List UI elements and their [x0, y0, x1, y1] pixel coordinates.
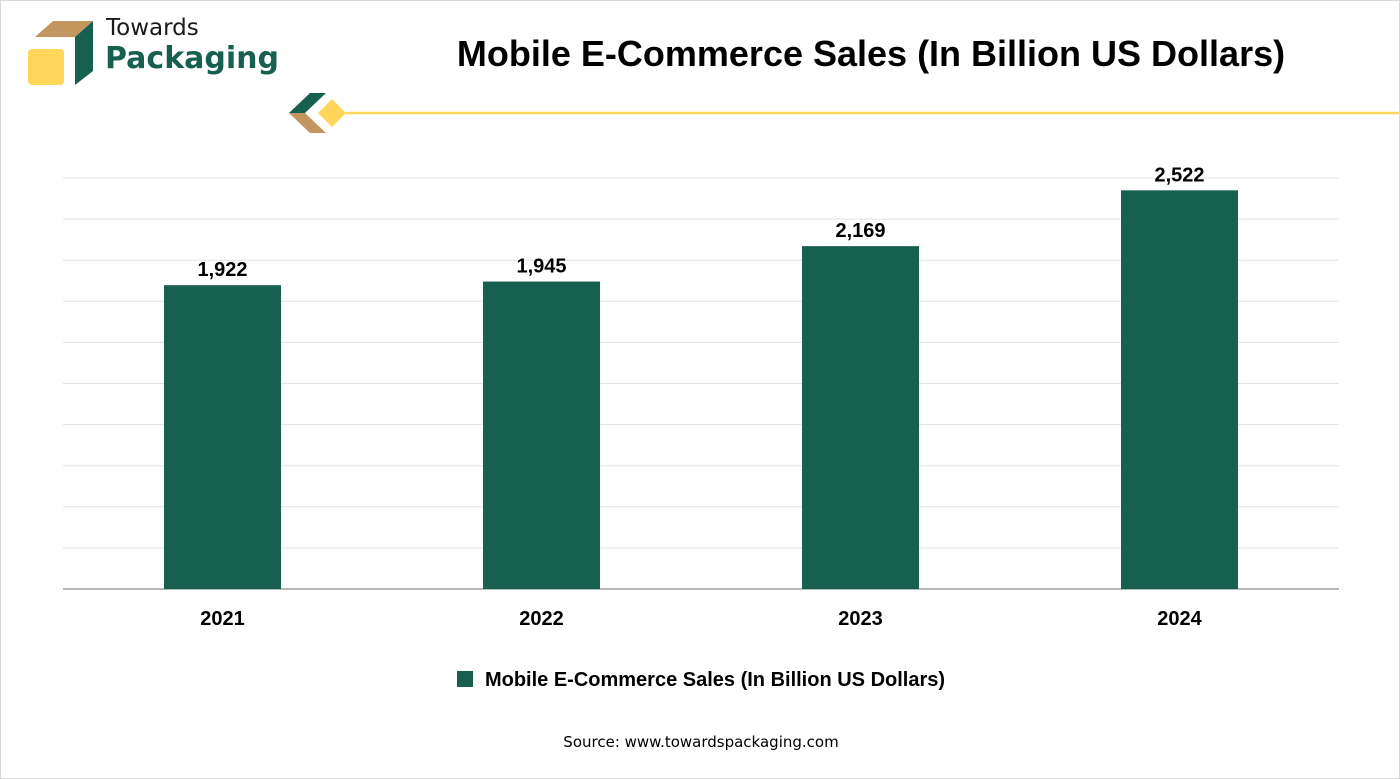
data-label-2022: 1,945 — [516, 256, 566, 278]
bar-2023 — [802, 246, 919, 589]
data-label-2023: 2,169 — [835, 220, 885, 242]
x-tick-label-2022: 2022 — [519, 608, 564, 630]
data-label-2024: 2,522 — [1154, 164, 1204, 186]
legend: Mobile E-Commerce Sales (In Billion US D… — [1, 669, 1399, 692]
bar-2024 — [1121, 190, 1238, 589]
bar-chart: 1,922 2021 1,945 2022 2,169 2023 2,522 2024 — [63, 164, 1339, 630]
x-tick-label-2024: 2024 — [1157, 608, 1202, 630]
legend-label: Mobile E-Commerce Sales (In Billion US D… — [484, 669, 946, 691]
source-text: Source: www.towardspackaging.com — [563, 733, 839, 751]
chart-title: Mobile E-Commerce Sales (In Billion US D… — [456, 33, 1286, 74]
bar-2022 — [483, 281, 600, 589]
bar-2021 — [164, 285, 281, 589]
data-label-2021: 1,922 — [197, 259, 247, 281]
title-divider — [289, 93, 1399, 133]
logo-text-towards: Towards — [106, 15, 199, 41]
x-tick-label-2021: 2021 — [200, 608, 245, 630]
logo-icon — [28, 21, 93, 85]
x-tick-label-2023: 2023 — [838, 608, 883, 630]
legend-swatch — [456, 671, 473, 687]
logo-text-packaging: Packaging — [105, 41, 279, 76]
